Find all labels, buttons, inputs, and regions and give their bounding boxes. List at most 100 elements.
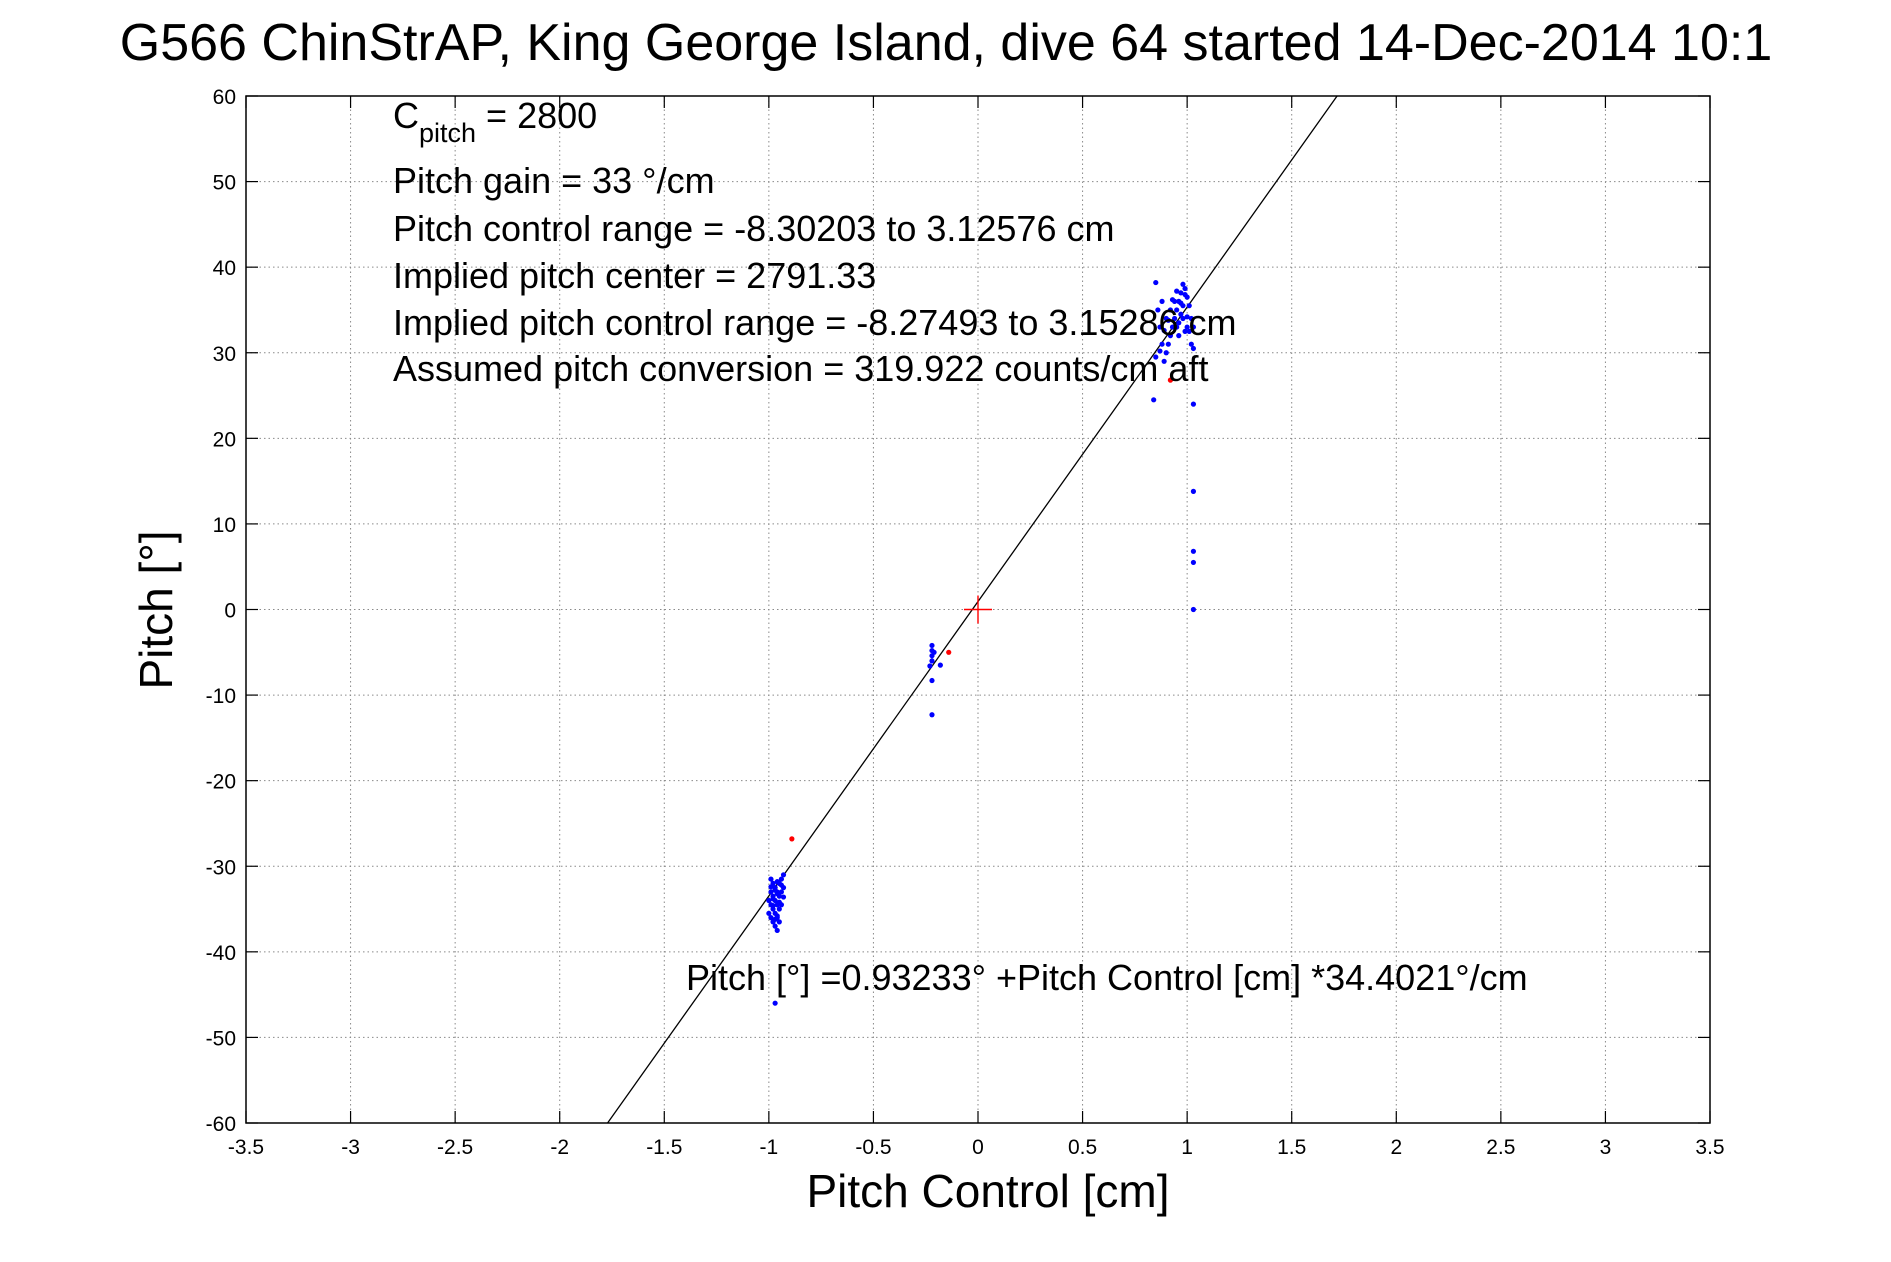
x-tick-label: -2.5 [437,1136,473,1159]
data-point [1190,548,1197,554]
data-point [1182,328,1188,334]
data-point [1186,328,1192,334]
data-point [1190,324,1197,330]
y-tick-label: 0 [224,600,236,623]
x-tick-label: -1 [760,1136,779,1159]
y-tick-label: 50 [213,172,236,195]
data-point [946,649,952,655]
data-point [1167,377,1174,383]
data-point [1165,317,1171,323]
c-pitch-annotation: Cpitch = 2800 [393,95,597,148]
x-tick-label: -0.5 [855,1136,891,1159]
data-point [1190,488,1197,494]
y-tick-label: 60 [213,86,236,109]
data-point [1188,341,1194,347]
implied-center-annotation: Implied pitch center = 2791.33 [393,255,876,296]
data-point [1171,315,1178,322]
data-point [1180,281,1186,287]
data-point [1176,333,1182,339]
x-tick-label: 2 [1390,1136,1402,1159]
data-point [929,677,935,684]
c-pitch-base: C [393,95,419,136]
data-point [789,836,795,842]
data-point [774,891,780,897]
x-axis-label: Pitch Control [cm] [807,1165,1170,1217]
x-tick-labels: -3.5 -3 -2.5 -2 -1.5 -1 -0.5 0 0.5 1 1.5 2 2.5 3 3.5 [228,1136,1725,1159]
data-point [1176,320,1182,326]
data-point [776,899,782,905]
pitch-gain-annotation: Pitch gain = 33 °/cm [393,160,715,201]
x-tick-label: 0.5 [1068,1136,1097,1159]
grid-layer [246,96,1710,1123]
y-tick-label: -20 [206,771,236,794]
data-point [927,663,933,669]
y-tick-label: 30 [213,343,236,366]
c-pitch-subscript: pitch [419,118,476,148]
data-point [1184,324,1190,330]
data-point [774,879,780,885]
y-tick-label: 20 [213,428,236,451]
y-tick-labels: -60 -50 -40 -30 -20 -10 0 10 20 30 40 50 60 [206,86,236,1136]
data-point [776,919,782,925]
x-tick-label: 1 [1181,1136,1193,1159]
data-point [1159,341,1165,347]
data-point [776,906,782,912]
data-point [1157,324,1163,330]
x-tick-label: 1.5 [1277,1136,1306,1159]
data-point [1190,401,1197,407]
data-point [778,882,785,888]
data-point [1178,300,1184,306]
data-point [1190,345,1197,352]
data-point [1184,314,1190,320]
data-point [1169,297,1176,303]
control-range-annotation: Pitch control range = -8.30203 to 3.1257… [393,208,1114,249]
data-point [780,872,787,878]
implied-range-annotation: Implied pitch control range = -8.27493 t… [393,302,1237,343]
data-point [1161,327,1167,334]
data-point [1153,354,1159,360]
y-tick-label: -40 [206,942,236,965]
x-tick-label: -3.5 [228,1136,264,1159]
data-point [1165,341,1171,347]
data-point [768,884,774,890]
data-point [937,662,943,668]
data-point [766,910,772,916]
data-point [766,897,772,904]
data-point [768,889,774,895]
data-point [1167,307,1174,313]
data-point [770,896,776,902]
data-point [1153,279,1159,286]
data-point [931,649,937,655]
x-tick-label: 2.5 [1486,1136,1515,1159]
y-tick-label: -30 [206,856,236,879]
x-tick-label: -3 [341,1136,360,1159]
x-tick-label: -2 [550,1136,569,1159]
data-point [768,915,774,921]
center-marker-layer [964,595,992,624]
data-point [1190,606,1197,613]
data-point [1182,285,1188,292]
data-point [772,916,778,922]
x-tick-label: 3 [1600,1136,1612,1159]
data-point [770,903,776,909]
data-point [768,876,774,882]
data-point [780,894,787,900]
assumed-conversion-annotation: Assumed pitch conversion = 319.922 count… [393,348,1208,389]
data-point [929,658,935,664]
ticks-layer [245,95,1711,1124]
data-point [1178,290,1184,296]
data-point [1155,307,1161,313]
data-point [1190,559,1197,566]
data-points-layer [766,279,1197,1006]
data-point [778,876,785,882]
annotation-block: Cpitch = 2800 Pitch gain = 33 °/cm Pitch… [393,95,1237,389]
data-point [772,1000,778,1006]
data-point [1178,311,1184,317]
data-point [1182,291,1188,298]
y-axis-label: Pitch [°] [130,530,182,689]
data-point [1159,298,1165,304]
data-point [929,712,935,718]
c-pitch-value: = 2800 [476,95,597,136]
data-point [1151,397,1157,403]
